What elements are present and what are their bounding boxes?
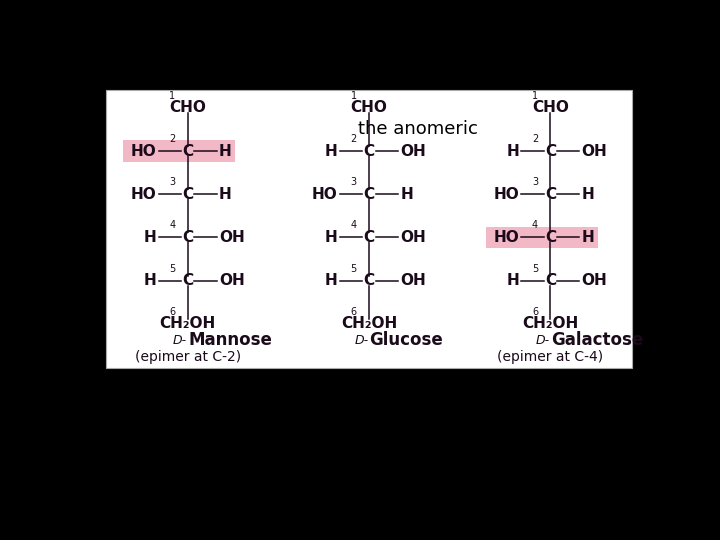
Text: OH: OH: [582, 144, 608, 159]
Text: C: C: [545, 273, 556, 288]
Text: 6: 6: [532, 307, 538, 316]
Text: 4: 4: [169, 220, 176, 231]
Text: C: C: [545, 230, 556, 245]
Text: H: H: [400, 187, 413, 202]
Text: 4: 4: [532, 220, 538, 231]
Text: 6: 6: [169, 307, 176, 316]
Text: 2: 2: [169, 134, 176, 144]
FancyBboxPatch shape: [106, 90, 632, 368]
Text: H: H: [325, 273, 338, 288]
Text: CH₂OH: CH₂OH: [522, 316, 578, 331]
Text: 2: 2: [351, 134, 356, 144]
Text: H: H: [506, 273, 519, 288]
Text: OH: OH: [400, 144, 426, 159]
Text: OH: OH: [219, 230, 245, 245]
Text: H: H: [325, 144, 338, 159]
Text: D-: D-: [173, 334, 187, 347]
Text: 2: 2: [532, 134, 538, 144]
Text: C: C: [182, 230, 193, 245]
Text: 5: 5: [169, 264, 176, 274]
FancyBboxPatch shape: [124, 140, 235, 162]
Text: (epimer at C-2): (epimer at C-2): [135, 350, 240, 364]
Text: 3: 3: [532, 177, 538, 187]
Text: H: H: [144, 273, 156, 288]
Text: C: C: [182, 187, 193, 202]
Text: C: C: [364, 144, 374, 159]
Text: 5: 5: [532, 264, 538, 274]
Text: HO: HO: [130, 144, 156, 159]
Text: 5: 5: [351, 264, 356, 274]
Text: 3: 3: [169, 177, 176, 187]
Text: C: C: [364, 230, 374, 245]
Text: CH₂OH: CH₂OH: [341, 316, 397, 331]
Text: OH: OH: [400, 273, 426, 288]
Text: Glucose: Glucose: [369, 332, 444, 349]
Text: CH₂OH: CH₂OH: [160, 316, 216, 331]
Text: OH: OH: [400, 230, 426, 245]
Text: C: C: [545, 144, 556, 159]
Text: C: C: [545, 187, 556, 202]
Text: Galactose: Galactose: [551, 332, 643, 349]
Text: C: C: [182, 144, 193, 159]
Text: 1: 1: [351, 91, 356, 101]
Text: CHO: CHO: [351, 100, 387, 116]
Text: D-: D-: [536, 334, 550, 347]
Text: H: H: [219, 187, 232, 202]
FancyBboxPatch shape: [486, 227, 598, 248]
Text: C: C: [182, 273, 193, 288]
Text: 6: 6: [351, 307, 356, 316]
Text: 1: 1: [169, 91, 176, 101]
Text: HO: HO: [493, 230, 519, 245]
Text: HO: HO: [493, 187, 519, 202]
Text: C: C: [364, 273, 374, 288]
Text: 1: 1: [532, 91, 538, 101]
Text: OH: OH: [582, 273, 608, 288]
Text: (epimer at C-4): (epimer at C-4): [498, 350, 603, 364]
Text: the anomeric: the anomeric: [358, 120, 477, 138]
Text: H: H: [144, 230, 156, 245]
Text: HO: HO: [130, 187, 156, 202]
Text: Mannose: Mannose: [188, 332, 272, 349]
Text: 4: 4: [351, 220, 356, 231]
Text: HO: HO: [312, 187, 338, 202]
Text: C: C: [364, 187, 374, 202]
Text: OH: OH: [219, 273, 245, 288]
Text: H: H: [582, 230, 594, 245]
Text: CHO: CHO: [532, 100, 569, 116]
Text: D-: D-: [354, 334, 369, 347]
Text: H: H: [506, 144, 519, 159]
Text: H: H: [582, 187, 594, 202]
Text: 3: 3: [351, 177, 356, 187]
Text: H: H: [219, 144, 232, 159]
Text: H: H: [325, 230, 338, 245]
Text: CHO: CHO: [169, 100, 206, 116]
